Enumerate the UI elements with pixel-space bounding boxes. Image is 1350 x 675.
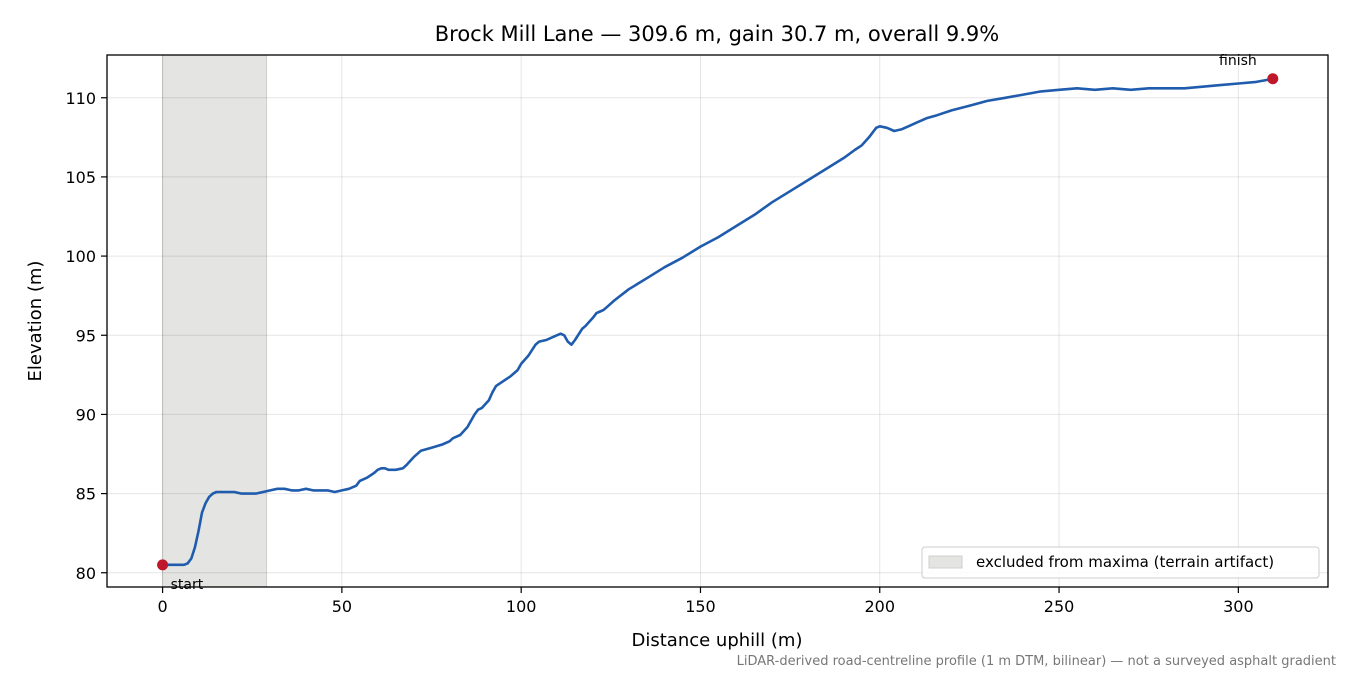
endpoint-label-start: start bbox=[171, 577, 204, 593]
x-axis-label: Distance uphill (m) bbox=[632, 630, 803, 651]
excluded-region-band bbox=[162, 54, 268, 588]
x-tick-label: 200 bbox=[864, 597, 895, 616]
x-tick-label: 100 bbox=[506, 597, 537, 616]
y-tick-label: 80 bbox=[76, 564, 96, 583]
y-tick-label: 105 bbox=[65, 168, 96, 187]
y-axis-label: Elevation (m) bbox=[25, 261, 46, 382]
axes-frame bbox=[106, 54, 1329, 588]
x-tick-label: 50 bbox=[332, 597, 352, 616]
x-tick-label: 300 bbox=[1223, 597, 1254, 616]
y-tick-label: 110 bbox=[65, 89, 96, 108]
endpoint-marker-finish bbox=[1267, 73, 1279, 85]
x-tick-label: 250 bbox=[1044, 597, 1075, 616]
legend-label-excluded-region: excluded from maxima (terrain artifact) bbox=[976, 553, 1274, 571]
x-tick-label: 150 bbox=[685, 597, 716, 616]
y-tick-label: 100 bbox=[65, 247, 96, 266]
endpoint-label-finish: finish bbox=[1219, 53, 1257, 69]
legend-swatch-excluded-region bbox=[928, 555, 963, 569]
chart-footnote: LiDAR-derived road-centreline profile (1… bbox=[737, 654, 1336, 669]
legend-box bbox=[921, 546, 1320, 579]
endpoint-marker-start bbox=[157, 559, 169, 571]
chart-title: Brock Mill Lane — 309.6 m, gain 30.7 m, … bbox=[435, 22, 1000, 46]
y-tick-label: 90 bbox=[76, 405, 96, 424]
x-tick-label: 0 bbox=[157, 597, 167, 616]
y-tick-label: 95 bbox=[76, 326, 96, 345]
y-tick-label: 85 bbox=[76, 485, 96, 504]
plot-area: start finish 0 50 100 150 200 250 300 80 85 90 95 100… bbox=[65, 53, 1329, 616]
elevation-profile-line bbox=[161, 77, 1275, 567]
